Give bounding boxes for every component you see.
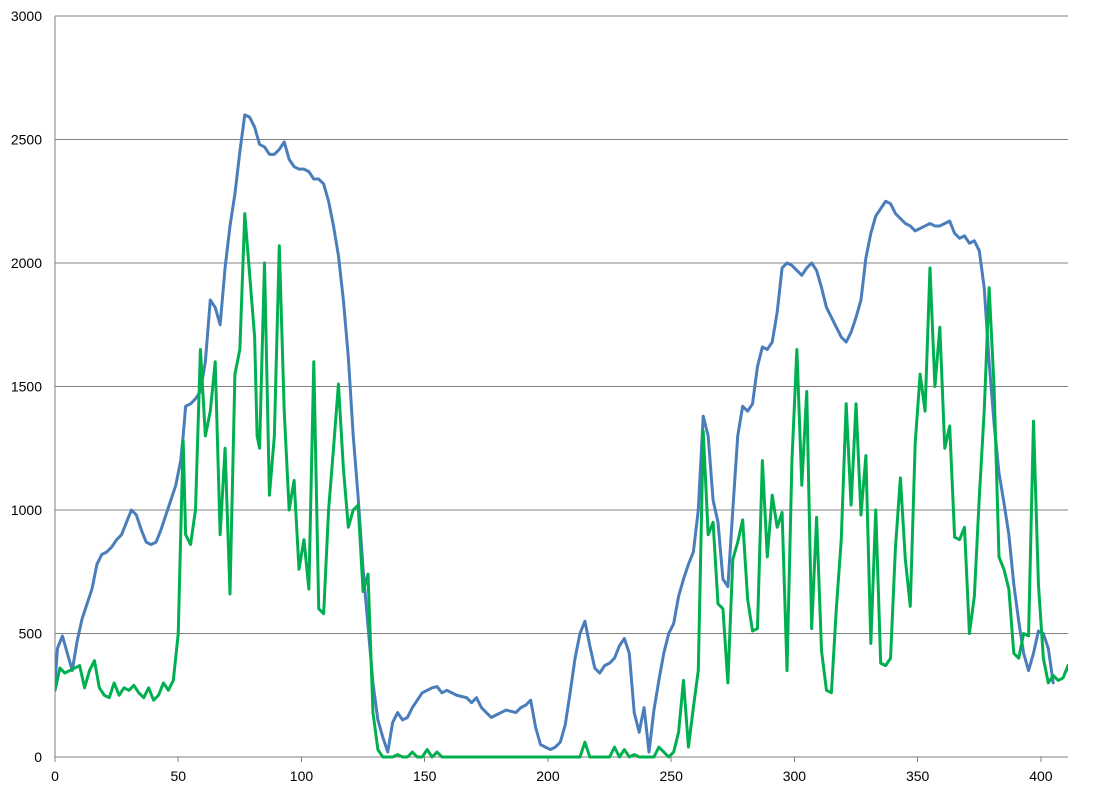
x-tick-label: 200 [536,768,560,784]
y-tick-label: 500 [19,626,43,642]
y-tick-labels: 0 500 1000 1500 2000 2500 3000 [11,8,42,765]
series-line-2 [55,212,1068,759]
series-lines [55,113,1068,759]
y-tick-label: 0 [34,749,42,765]
x-tick-label: 150 [413,768,437,784]
x-tick-label: 0 [51,768,59,784]
x-tick-label: 300 [783,768,807,784]
x-tick-label: 50 [170,768,186,784]
x-tick-label: 400 [1029,768,1053,784]
gridlines [55,15,1068,634]
y-tick-label: 1500 [11,379,42,395]
y-tick-label: 2000 [11,255,42,271]
x-tick-label: 350 [906,768,930,784]
x-tick-labels: 0 50 100 150 200 250 300 350 400 [51,768,1053,784]
x-tick-label: 250 [660,768,684,784]
axes [54,16,1068,762]
y-tick-label: 2500 [11,132,42,148]
series-line-1 [55,113,1055,754]
y-tick-label: 1000 [11,502,42,518]
x-tick-label: 100 [290,768,314,784]
y-tick-label: 3000 [11,8,42,24]
